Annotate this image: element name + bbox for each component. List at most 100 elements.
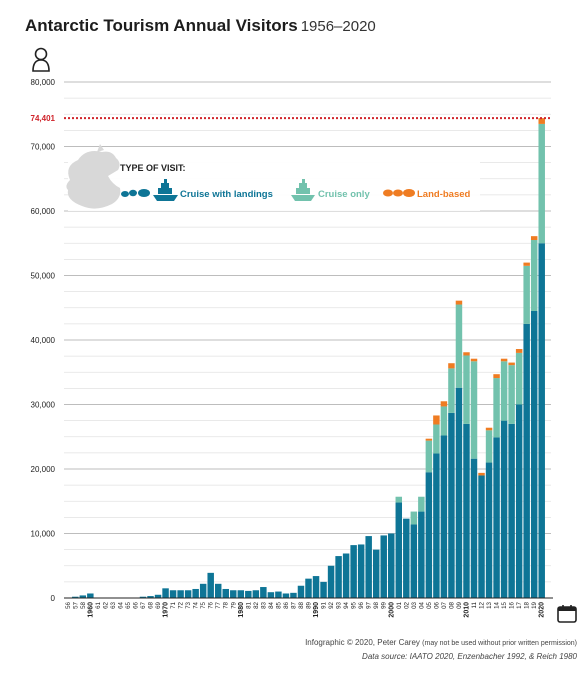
bar-landings [222, 588, 229, 598]
year-range: 1956–2020 [300, 18, 376, 35]
bar-landings [260, 587, 267, 598]
bar-landings [305, 578, 312, 598]
bar-landings [320, 581, 327, 598]
legend-label-cruise-only: Cruise only [318, 189, 370, 200]
y-tick-label: 20,000 [31, 465, 56, 474]
bar-landings [455, 387, 463, 598]
bar-landings [327, 565, 335, 598]
bar-landings [162, 588, 169, 598]
bar-cruise-only [523, 265, 530, 324]
bar-landings [403, 518, 410, 598]
x-tick-label: 79 [230, 601, 237, 608]
x-tick-label: 2020 [539, 602, 546, 618]
bar-landings [335, 556, 342, 598]
bar-landings [199, 583, 207, 598]
x-tick-label: 18 [524, 601, 531, 608]
x-tick-label: 12 [479, 601, 486, 608]
bar-landings [418, 511, 425, 598]
x-tick-label: 69 [155, 601, 162, 608]
x-tick-label: 83 [260, 601, 267, 608]
x-tick-label: 76 [208, 601, 215, 608]
bar-landings [79, 595, 87, 598]
x-tick-label: 87 [290, 601, 297, 608]
x-tick-label: 63 [110, 601, 117, 608]
x-tick-label: 04 [418, 601, 425, 608]
x-tick-label: 06 [433, 601, 440, 608]
bar-cruise-only [448, 368, 455, 413]
bar-landings [493, 437, 500, 598]
bar-landings [237, 590, 245, 598]
bar-landings [530, 310, 538, 598]
x-tick-label: 02 [403, 601, 410, 608]
calendar-icon [557, 605, 577, 623]
bar-land-based [530, 236, 538, 241]
bar-landings [230, 590, 237, 598]
bar-landings [463, 423, 470, 598]
credit-line: Infographic © 2020, Peter Carey (may not… [305, 638, 577, 647]
bar-landings [139, 596, 147, 598]
bar-land-based [478, 472, 485, 476]
bar-landings [470, 458, 478, 598]
x-tick-label: 73 [185, 601, 192, 608]
bar-cruise-only [493, 378, 500, 438]
x-tick-label: 89 [306, 601, 313, 608]
bar-landings [154, 594, 162, 598]
bar-landings [380, 535, 387, 598]
bar-landings [214, 583, 222, 598]
x-tick-label: 94 [343, 601, 350, 608]
x-tick-label: 57 [72, 601, 79, 608]
bar-landings [87, 593, 94, 598]
x-tick-label: 72 [178, 601, 185, 608]
bar-landings [523, 323, 530, 598]
x-tick-label: 1960 [87, 602, 94, 618]
bars [72, 118, 545, 598]
y-tick-label: 0 [51, 594, 56, 603]
x-tick-label: 65 [125, 601, 132, 608]
reference-line-label: 74,401 [31, 114, 56, 123]
bar-cruise-only [463, 355, 470, 424]
x-tick-label: 84 [268, 601, 275, 608]
bar-landings [388, 533, 395, 598]
bar-land-based [425, 438, 433, 441]
bar-land-based [500, 358, 508, 362]
bar-land-based [433, 415, 440, 425]
bar-land-based [463, 352, 470, 356]
x-tick-label: 62 [102, 601, 109, 608]
x-tick-label: 99 [381, 601, 388, 608]
ship-icon [291, 179, 315, 201]
footprints-ship-icon [121, 179, 178, 201]
x-tick-label: 75 [200, 601, 207, 608]
x-tick-label: 68 [148, 601, 155, 608]
x-tick-label: 74 [193, 601, 200, 608]
bar-landings [440, 435, 448, 598]
bar-cruise-only [508, 365, 515, 424]
x-tick-label: 95 [351, 601, 358, 608]
bar-cruise-only [440, 406, 448, 436]
bar-landings [282, 593, 290, 598]
chart-title: Antarctic Tourism Annual Visitors [25, 16, 298, 35]
bar-cruise-only [538, 123, 545, 244]
bar-land-based [508, 362, 515, 366]
x-tick-label: 11 [471, 601, 478, 608]
x-tick-label: 97 [366, 601, 373, 608]
bar-landings [508, 423, 515, 598]
bar-landings [372, 549, 380, 598]
y-tick-label: 40,000 [31, 336, 56, 345]
bar-landings [433, 453, 440, 598]
x-tick-label: 01 [396, 601, 403, 608]
footprints-icon [383, 189, 415, 197]
bar-landings [357, 544, 365, 598]
bar-landings [275, 591, 282, 598]
bar-land-based [440, 401, 448, 407]
x-tick-label: 71 [170, 601, 177, 608]
bar-land-based [523, 262, 530, 266]
credit-text: Infographic © 2020, Peter Carey [305, 638, 420, 647]
legend-title: TYPE OF VISIT: [120, 163, 186, 173]
x-tick-label: 93 [336, 601, 343, 608]
y-tick-label: 50,000 [31, 272, 56, 281]
bar-land-based [485, 427, 493, 431]
bar-landings [245, 590, 252, 598]
bar-cruise-only [530, 240, 538, 311]
bar-landings [425, 472, 433, 598]
x-tick-label: 1990 [313, 602, 320, 618]
